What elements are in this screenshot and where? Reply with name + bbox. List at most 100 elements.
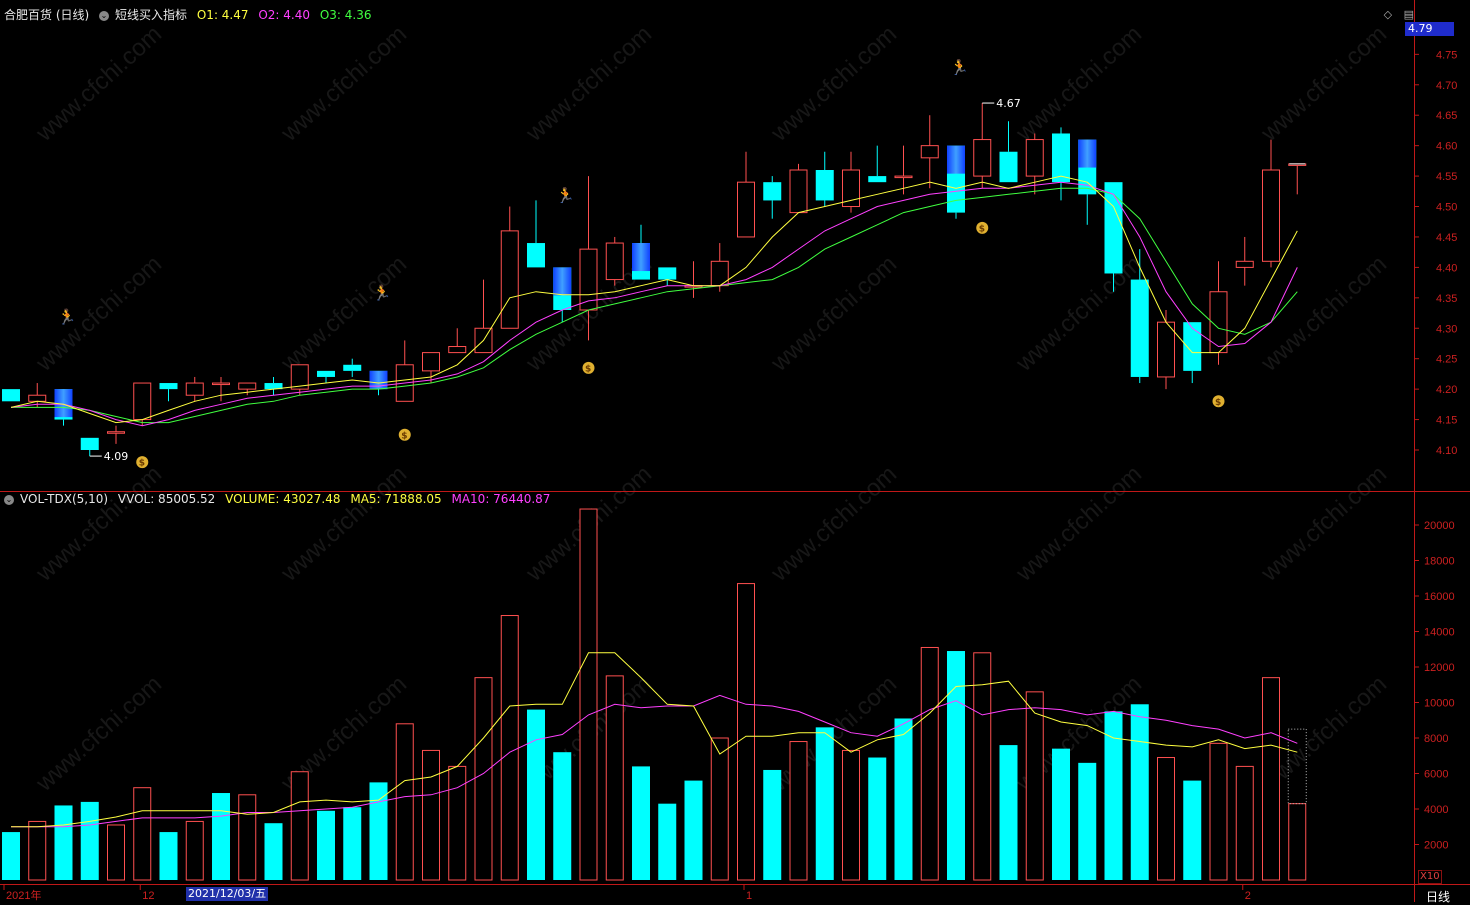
volume-bar	[1288, 803, 1307, 881]
candle	[28, 383, 47, 408]
o1-value: O1: 4.47	[196, 8, 249, 22]
volume-bar	[28, 820, 47, 881]
runner-icon: 🏃	[556, 186, 575, 204]
candle	[474, 279, 493, 354]
volume-bar	[474, 677, 493, 881]
candle	[1183, 322, 1202, 384]
volume-bar	[789, 741, 808, 881]
candle-body	[28, 394, 47, 402]
volume-tick-label: 18000	[1424, 556, 1455, 568]
price-tick-label: 4.60	[1436, 141, 1457, 153]
signal-bar	[947, 145, 965, 174]
extreme-value: 4.09	[104, 450, 129, 463]
candle	[2, 389, 20, 402]
volume-bar	[54, 805, 73, 880]
volume-bar	[422, 749, 440, 881]
collapse-icon[interactable]: ⌄	[4, 494, 14, 505]
candle-body	[1130, 279, 1149, 377]
volume-bar	[1052, 748, 1070, 880]
candle	[1130, 249, 1149, 384]
indicator-name[interactable]: 短线买入指标	[115, 8, 188, 22]
price-tick-label: 4.20	[1436, 384, 1457, 396]
time-tick-label: 2	[1245, 890, 1251, 902]
candle-body	[448, 346, 467, 354]
volume-bar	[80, 801, 99, 880]
candle	[894, 145, 913, 195]
money-bag-symbol: $	[139, 459, 145, 469]
candle	[815, 151, 834, 207]
candle	[238, 382, 257, 396]
o2-value: O2: 4.40	[258, 8, 310, 22]
stock-title[interactable]: 合肥百货 (日线)	[4, 8, 90, 22]
price-tick-label: 4.30	[1436, 323, 1457, 335]
candle	[579, 176, 598, 341]
candle-body	[422, 352, 440, 372]
volume-bar	[737, 583, 755, 881]
volume-ma5-line	[11, 652, 1298, 828]
candle-body	[80, 437, 99, 450]
volume-bar	[107, 824, 125, 881]
volume-tick-label: 16000	[1424, 591, 1455, 603]
top-right-icons: ◇ ▤	[1376, 8, 1414, 21]
volume-panel	[2, 508, 1307, 881]
runner-icon: 🏃	[58, 308, 77, 326]
candle	[842, 151, 860, 213]
candle-body	[317, 370, 335, 377]
candle	[1209, 261, 1228, 365]
candle-body	[842, 169, 860, 208]
volume-tick-label: 20000	[1424, 520, 1455, 532]
money-bag-icon: $	[1212, 395, 1225, 408]
candle	[920, 115, 939, 189]
volume-bar	[185, 820, 204, 881]
signal-bar	[369, 370, 388, 390]
volume-bar	[1209, 742, 1228, 881]
collapse-icon[interactable]: ⌄	[99, 10, 110, 21]
candle-body	[1157, 321, 1175, 378]
candle	[605, 236, 624, 286]
candle-body	[500, 230, 519, 329]
time-tick-label: 1	[746, 890, 752, 902]
volume-bar	[1078, 762, 1097, 880]
candle	[1025, 133, 1044, 195]
volume-estimate-box	[1287, 728, 1307, 805]
candle-body	[920, 145, 939, 159]
candle	[973, 103, 992, 189]
candle-body	[763, 182, 782, 201]
volume-bar	[553, 752, 572, 880]
price-tick-label: 4.25	[1436, 354, 1457, 366]
candle-body	[1104, 182, 1123, 274]
signal-bar	[54, 389, 73, 418]
candle-body	[737, 181, 755, 238]
candle	[1288, 163, 1307, 195]
volume-ma10-line	[11, 694, 1298, 828]
candle	[553, 267, 572, 323]
candle	[369, 370, 388, 396]
menu-icon[interactable]: ▤	[1403, 8, 1414, 21]
axis-labels: 4.75 4.70 4.65 4.60 4.55 4.50 4.45 4.40 4.35 4.30…	[3, 49, 1457, 902]
candle	[868, 145, 887, 183]
diamond-icon[interactable]: ◇	[1383, 8, 1393, 21]
money-bag-symbol: $	[1215, 398, 1221, 408]
candle-body	[789, 169, 808, 214]
volume-tick-label: 8000	[1424, 733, 1448, 745]
volume-tick-label: 10000	[1424, 698, 1455, 710]
money-bag-symbol: $	[401, 431, 407, 441]
candle	[500, 206, 519, 329]
candle	[632, 224, 650, 280]
volume-bar	[763, 769, 782, 880]
volume-bar	[842, 749, 860, 881]
cursor-date-tag: 2021/12/03/五	[186, 887, 269, 901]
vol-indicator-name[interactable]: VOL-TDX(5,10)	[20, 492, 109, 506]
money-bag-icon: $	[398, 428, 411, 441]
candle	[658, 267, 677, 286]
period-label[interactable]: 日线	[1426, 890, 1451, 904]
candle	[395, 340, 414, 402]
volume-bar	[710, 737, 729, 881]
o3-value: O3: 4.36	[319, 8, 372, 22]
volume-bar	[290, 771, 309, 881]
time-tick-label: 2021年	[6, 888, 41, 902]
candle-body	[894, 175, 913, 179]
volume-bar	[894, 718, 913, 880]
candle	[1235, 236, 1254, 286]
candle	[763, 176, 782, 219]
